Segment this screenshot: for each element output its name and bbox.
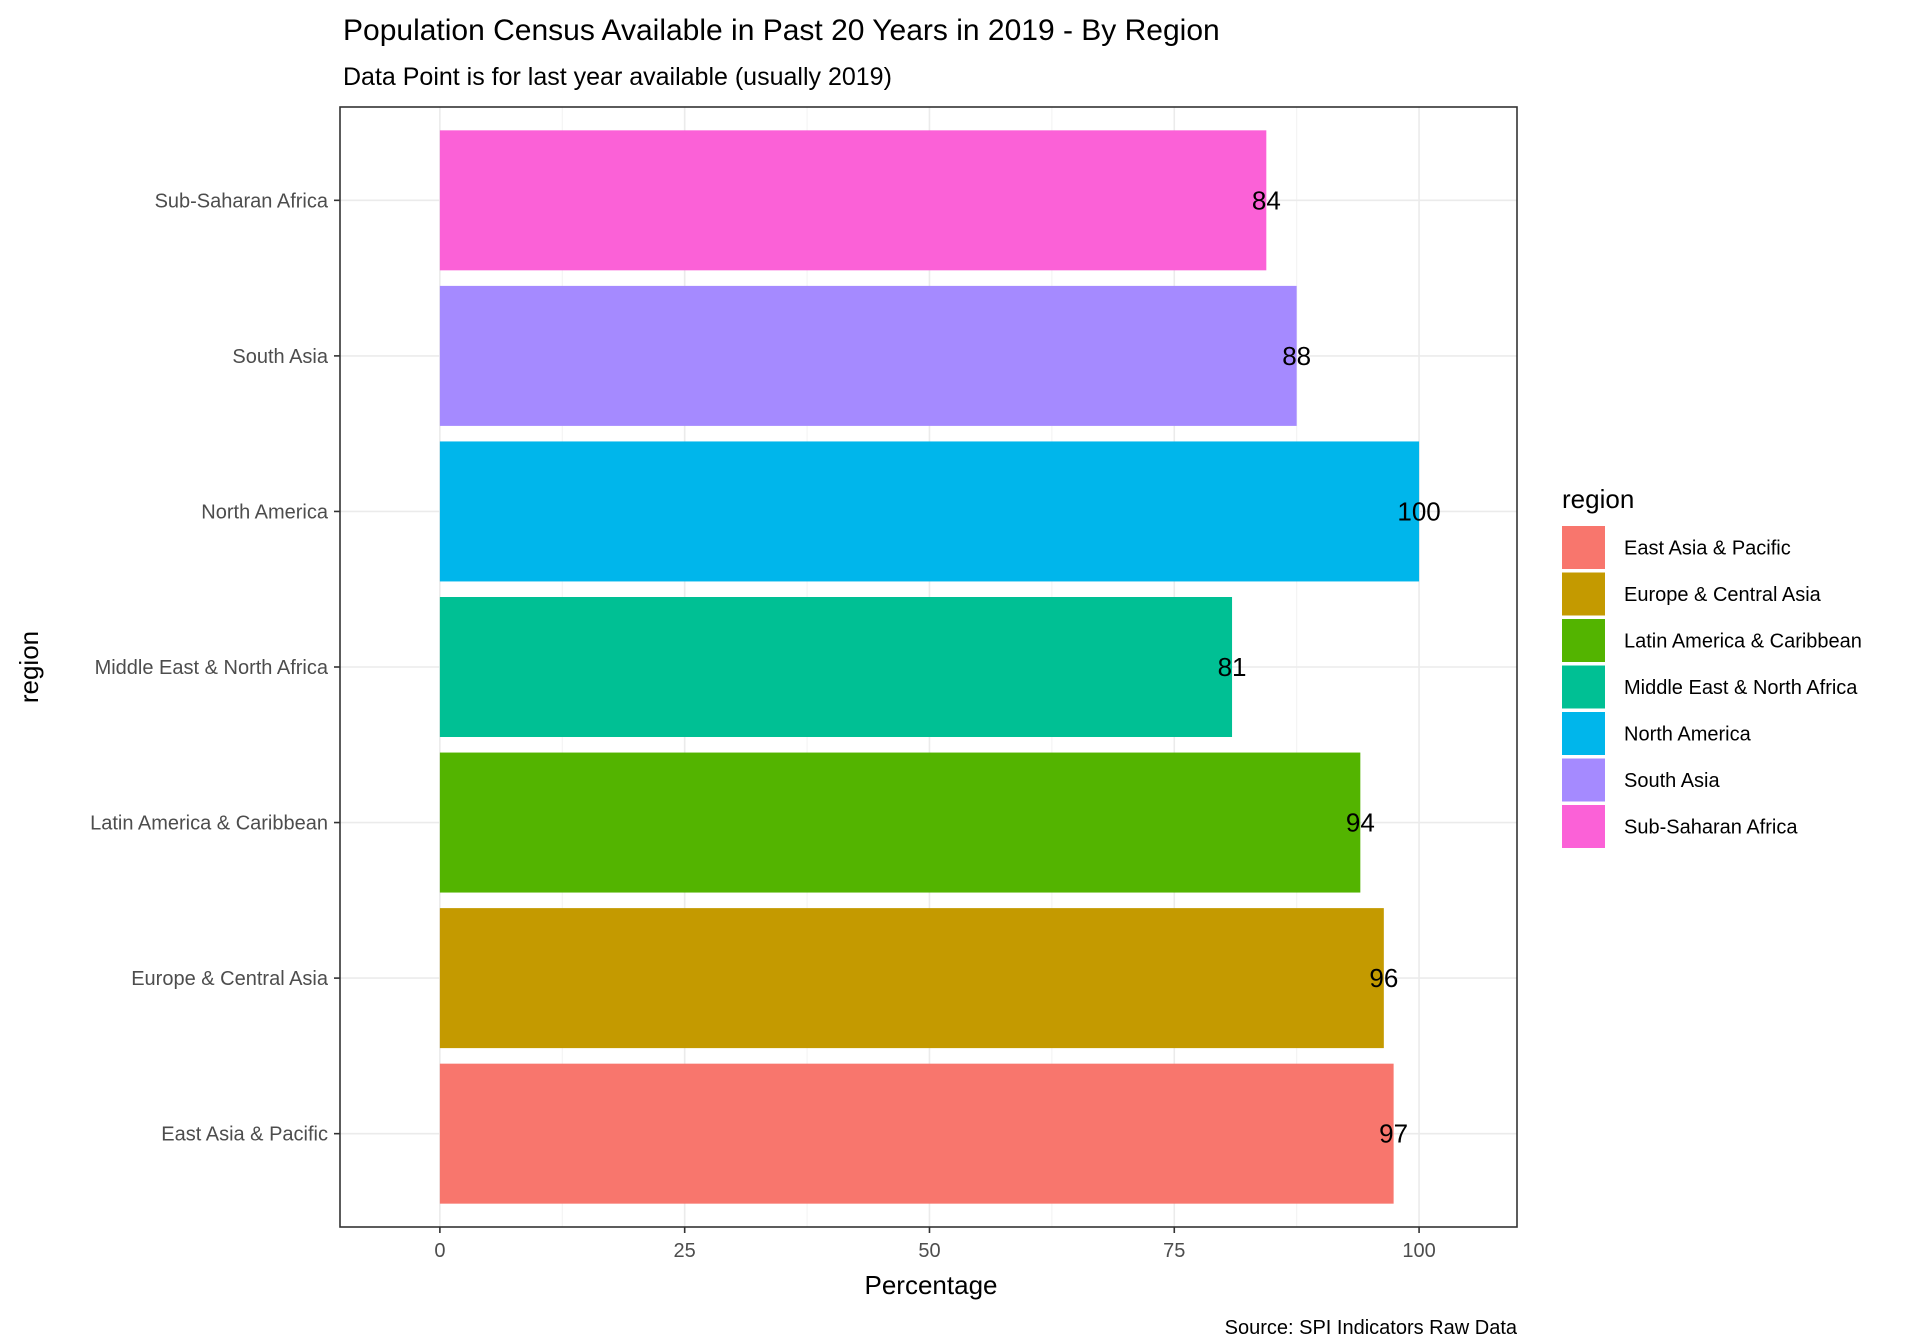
bar [439, 908, 1384, 1049]
x-tick-label: 100 [1402, 1240, 1435, 1262]
legend-label: Latin America & Caribbean [1624, 631, 1862, 653]
legend-swatch [1562, 665, 1605, 709]
chart-title: Population Census Available in Past 20 Y… [343, 14, 1220, 47]
chart-subtitle: Data Point is for last year available (u… [343, 63, 892, 91]
x-tick-label: 75 [1163, 1240, 1185, 1262]
legend: region East Asia & Pacific Europe & Centr… [1562, 484, 1862, 848]
chart-caption: Source: SPI Indicators Raw Data [1225, 1317, 1518, 1339]
x-axis-title: Percentage [865, 1270, 998, 1300]
data-label: 96 [1369, 963, 1398, 993]
legend-swatch [1562, 619, 1605, 662]
data-label: 84 [1252, 185, 1281, 215]
y-tick-label: South Asia [232, 346, 329, 368]
legend-swatch [1562, 805, 1605, 848]
data-label: 97 [1379, 1119, 1408, 1149]
x-tick-label: 25 [674, 1240, 696, 1262]
bar [439, 752, 1361, 893]
bar [439, 597, 1233, 737]
bar [439, 285, 1297, 426]
legend-swatch [1562, 712, 1605, 755]
legend-label: Sub-Saharan Africa [1624, 817, 1798, 839]
legend-label: Europe & Central Asia [1624, 584, 1822, 606]
legend-swatch [1562, 526, 1605, 569]
x-tick-label: 0 [434, 1240, 445, 1262]
data-label: 100 [1397, 496, 1440, 526]
data-label: 81 [1218, 652, 1247, 682]
bar [439, 1063, 1394, 1204]
y-axis-title: region [14, 631, 44, 703]
y-tick-label: North America [201, 501, 329, 523]
legend-label: South Asia [1624, 770, 1721, 792]
y-tick-label: Sub-Saharan Africa [155, 190, 329, 212]
legend-label: East Asia & Pacific [1624, 538, 1791, 560]
x-tick-label: 50 [918, 1240, 940, 1262]
legend-label: Middle East & North Africa [1624, 677, 1858, 699]
y-tick-label: Middle East & North Africa [95, 657, 329, 679]
legend-swatch [1562, 758, 1605, 802]
y-tick-label: East Asia & Pacific [161, 1124, 328, 1146]
bar [439, 441, 1420, 582]
data-label: 94 [1346, 808, 1375, 838]
data-label: 88 [1282, 341, 1311, 371]
plot-panel: 97 96 94 81 100 88 84 East Asia & Pacific Europe… [90, 106, 1518, 1262]
legend-swatch [1562, 572, 1605, 616]
legend-label: North America [1624, 724, 1752, 746]
y-tick-label: Latin America & Caribbean [90, 813, 328, 835]
y-tick-label: Europe & Central Asia [131, 968, 329, 990]
bar [439, 130, 1267, 271]
legend-title: region [1562, 484, 1634, 514]
